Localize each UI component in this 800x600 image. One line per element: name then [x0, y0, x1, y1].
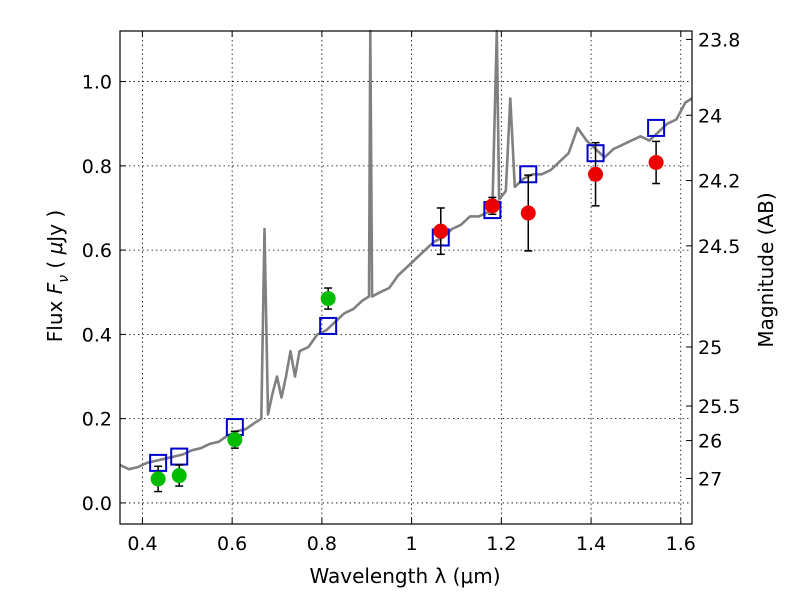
y2-tick-label: 24.2	[698, 171, 740, 193]
y-tick-label: 0.4	[82, 324, 112, 346]
optical-data-point	[150, 471, 166, 487]
nir-data-point	[520, 205, 536, 221]
y-axis-title-symbol: F	[43, 282, 67, 294]
y-tick-label: 0.2	[82, 409, 112, 431]
y2-tick-label: 25	[698, 337, 722, 359]
nir-data-point	[433, 223, 449, 239]
nir-data-point	[588, 166, 604, 182]
y-tick-label: 1.0	[82, 72, 112, 94]
y-axis-title-unit: Jy )	[43, 210, 67, 244]
nir-data-point	[648, 154, 664, 170]
y2-tick-label: 24	[698, 105, 722, 127]
axis-ticks: 0.4 0.6 0.8 1 1.2 1.4 1.6 0.0 0.2 0.4 0.6 0.8 1.0 23.…	[82, 29, 741, 555]
plot-frame	[119, 30, 693, 525]
y-axis-title-prefix: Flux	[43, 294, 67, 342]
y2-tick-label: 26	[698, 431, 722, 453]
x-tick-label: 1.4	[576, 533, 606, 555]
y-axis-title-mu: μ	[43, 242, 67, 256]
y-tick-label: 0.8	[82, 156, 112, 178]
grid	[120, 31, 692, 524]
x-tick-label: 0.6	[217, 533, 247, 555]
optical-data-point	[171, 468, 187, 484]
x-tick-label: 1.2	[486, 533, 516, 555]
y-tick-label: 0.0	[82, 493, 112, 515]
model-photometry-marker	[647, 118, 666, 137]
x-tick-label: 1	[406, 533, 418, 555]
y2-tick-label: 27	[698, 468, 722, 490]
y-axis-title-subscript: ν	[56, 275, 72, 283]
y-axis-title: Flux Fν ( μJy )	[43, 210, 72, 342]
model-photometry-marker	[319, 316, 338, 335]
nir-data-point	[484, 198, 500, 214]
y2-tick-label: 24.5	[698, 236, 740, 258]
optical-data-point	[320, 291, 336, 307]
y-axis-title-open: (	[43, 254, 67, 275]
data-marks	[149, 118, 666, 493]
y2-axis-title: Magnitude (AB)	[754, 192, 778, 347]
y2-tick-label: 23.8	[698, 29, 740, 51]
y2-tick-label: 25.5	[698, 396, 740, 418]
x-axis-title: Wavelength λ (μm)	[309, 564, 500, 588]
y-tick-label: 0.6	[82, 240, 112, 262]
x-tick-label: 0.4	[127, 533, 157, 555]
x-tick-label: 0.8	[307, 533, 337, 555]
x-tick-label: 1.6	[666, 533, 696, 555]
optical-data-point	[227, 432, 243, 448]
